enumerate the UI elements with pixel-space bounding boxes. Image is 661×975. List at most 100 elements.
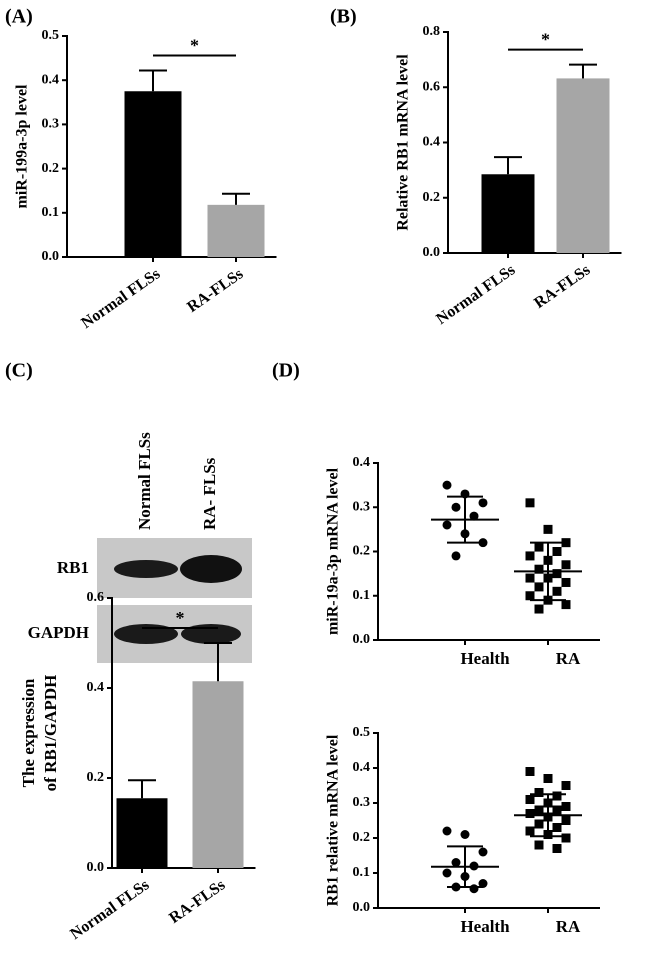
y-axis-label: The expression <box>19 678 38 787</box>
data-point <box>525 767 535 776</box>
data-point <box>561 816 571 825</box>
data-point <box>525 795 535 804</box>
data-point <box>451 858 461 867</box>
y-axis-label: of RB1/GAPDH <box>41 675 60 792</box>
y-tick-label: 0.1 <box>42 205 60 220</box>
data-point <box>460 830 470 839</box>
data-point <box>534 840 544 850</box>
significance-mark: * <box>190 36 199 56</box>
x-tick-label: RA <box>556 917 581 936</box>
data-point <box>561 781 571 790</box>
data-point <box>451 502 461 512</box>
bar <box>481 174 535 253</box>
y-tick-label: 0.4 <box>42 72 60 87</box>
data-point <box>442 826 452 836</box>
data-point <box>543 774 553 783</box>
data-point <box>478 847 488 857</box>
y-tick-label: 0.6 <box>423 79 441 94</box>
data-point <box>534 788 544 797</box>
bar <box>192 681 244 868</box>
x-tick-label: Health <box>460 649 510 668</box>
y-tick-label: 0.3 <box>353 499 371 514</box>
data-point <box>534 582 544 592</box>
data-point <box>561 802 571 811</box>
blot-column-label: Normal FLSs <box>135 432 154 530</box>
y-tick-label: 0.2 <box>353 830 371 845</box>
bar <box>556 78 610 253</box>
y-tick-label: 0.2 <box>42 161 60 176</box>
panel-label: (C) <box>5 360 33 382</box>
y-tick-label: 0.2 <box>353 544 371 559</box>
data-point <box>525 573 535 583</box>
data-point <box>478 498 488 508</box>
blot-row-label: RB1 <box>57 558 89 577</box>
y-tick-label: 0.2 <box>87 770 105 785</box>
y-tick-label: 0.0 <box>42 249 60 264</box>
y-tick-label: 0.5 <box>42 28 60 43</box>
y-tick-label: 0.5 <box>353 725 371 740</box>
data-point <box>561 600 571 610</box>
x-tick-label: Normal FLSs <box>78 265 163 332</box>
y-tick-label: 0.1 <box>353 588 371 603</box>
x-tick-label: Normal FLSs <box>67 876 152 943</box>
y-axis-label: miR-19a-3p mRNA level <box>325 467 342 635</box>
data-point <box>442 480 452 490</box>
panel-label: (B) <box>330 6 357 28</box>
y-axis-label: miR-199a-3p level <box>14 84 31 209</box>
x-tick-label: Normal FLSs <box>433 261 518 328</box>
data-point <box>451 551 461 561</box>
y-tick-label: 0.4 <box>423 135 441 150</box>
blot-band <box>180 555 242 583</box>
data-point <box>543 524 553 534</box>
y-tick-label: 0.3 <box>42 117 60 132</box>
bar <box>124 91 182 257</box>
data-point <box>534 604 544 614</box>
panel-label: (A) <box>5 6 33 28</box>
bar <box>207 204 265 257</box>
data-point <box>561 577 571 587</box>
y-tick-label: 0.0 <box>353 900 371 915</box>
x-tick-label: Health <box>460 917 510 936</box>
data-point <box>442 520 452 530</box>
y-tick-label: 0.4 <box>87 680 105 695</box>
data-point <box>525 809 535 818</box>
data-point <box>469 511 479 521</box>
x-tick-label: RA <box>556 649 581 668</box>
panel-label: (D) <box>272 360 300 382</box>
data-point <box>552 586 562 596</box>
data-point <box>561 833 571 843</box>
western-blot <box>97 538 252 663</box>
blot-band <box>114 560 178 578</box>
blot-column-label: RA- FLSs <box>200 457 219 530</box>
data-point <box>534 805 544 815</box>
data-point <box>552 569 562 579</box>
significance-mark: * <box>176 608 185 628</box>
significance-mark: * <box>541 30 550 50</box>
data-point <box>525 826 535 836</box>
data-point <box>534 819 544 829</box>
x-tick-label: RA-FLSs <box>531 261 593 312</box>
data-point <box>469 884 479 894</box>
data-point <box>552 823 562 832</box>
y-tick-label: 0.0 <box>353 632 371 647</box>
y-tick-label: 0.4 <box>353 455 371 470</box>
y-tick-label: 0.0 <box>87 860 105 875</box>
data-point <box>534 542 544 552</box>
y-axis-label: Relative RB1 mRNA level <box>395 54 412 231</box>
y-tick-label: 0.8 <box>423 24 441 39</box>
data-point <box>442 868 452 878</box>
data-point <box>478 879 488 888</box>
data-point <box>525 591 535 601</box>
data-point <box>552 805 562 815</box>
y-tick-label: 0.0 <box>423 245 441 260</box>
x-tick-label: RA-FLSs <box>184 265 246 316</box>
y-tick-label: 0.3 <box>353 795 371 810</box>
y-tick-label: 0.6 <box>87 590 105 605</box>
x-tick-label: RA-FLSs <box>166 876 228 927</box>
blot-row-label: GAPDH <box>28 623 89 642</box>
y-tick-label: 0.1 <box>353 865 371 880</box>
bar <box>116 798 168 868</box>
data-point <box>561 560 571 570</box>
data-point <box>534 564 544 574</box>
data-point <box>552 844 562 853</box>
